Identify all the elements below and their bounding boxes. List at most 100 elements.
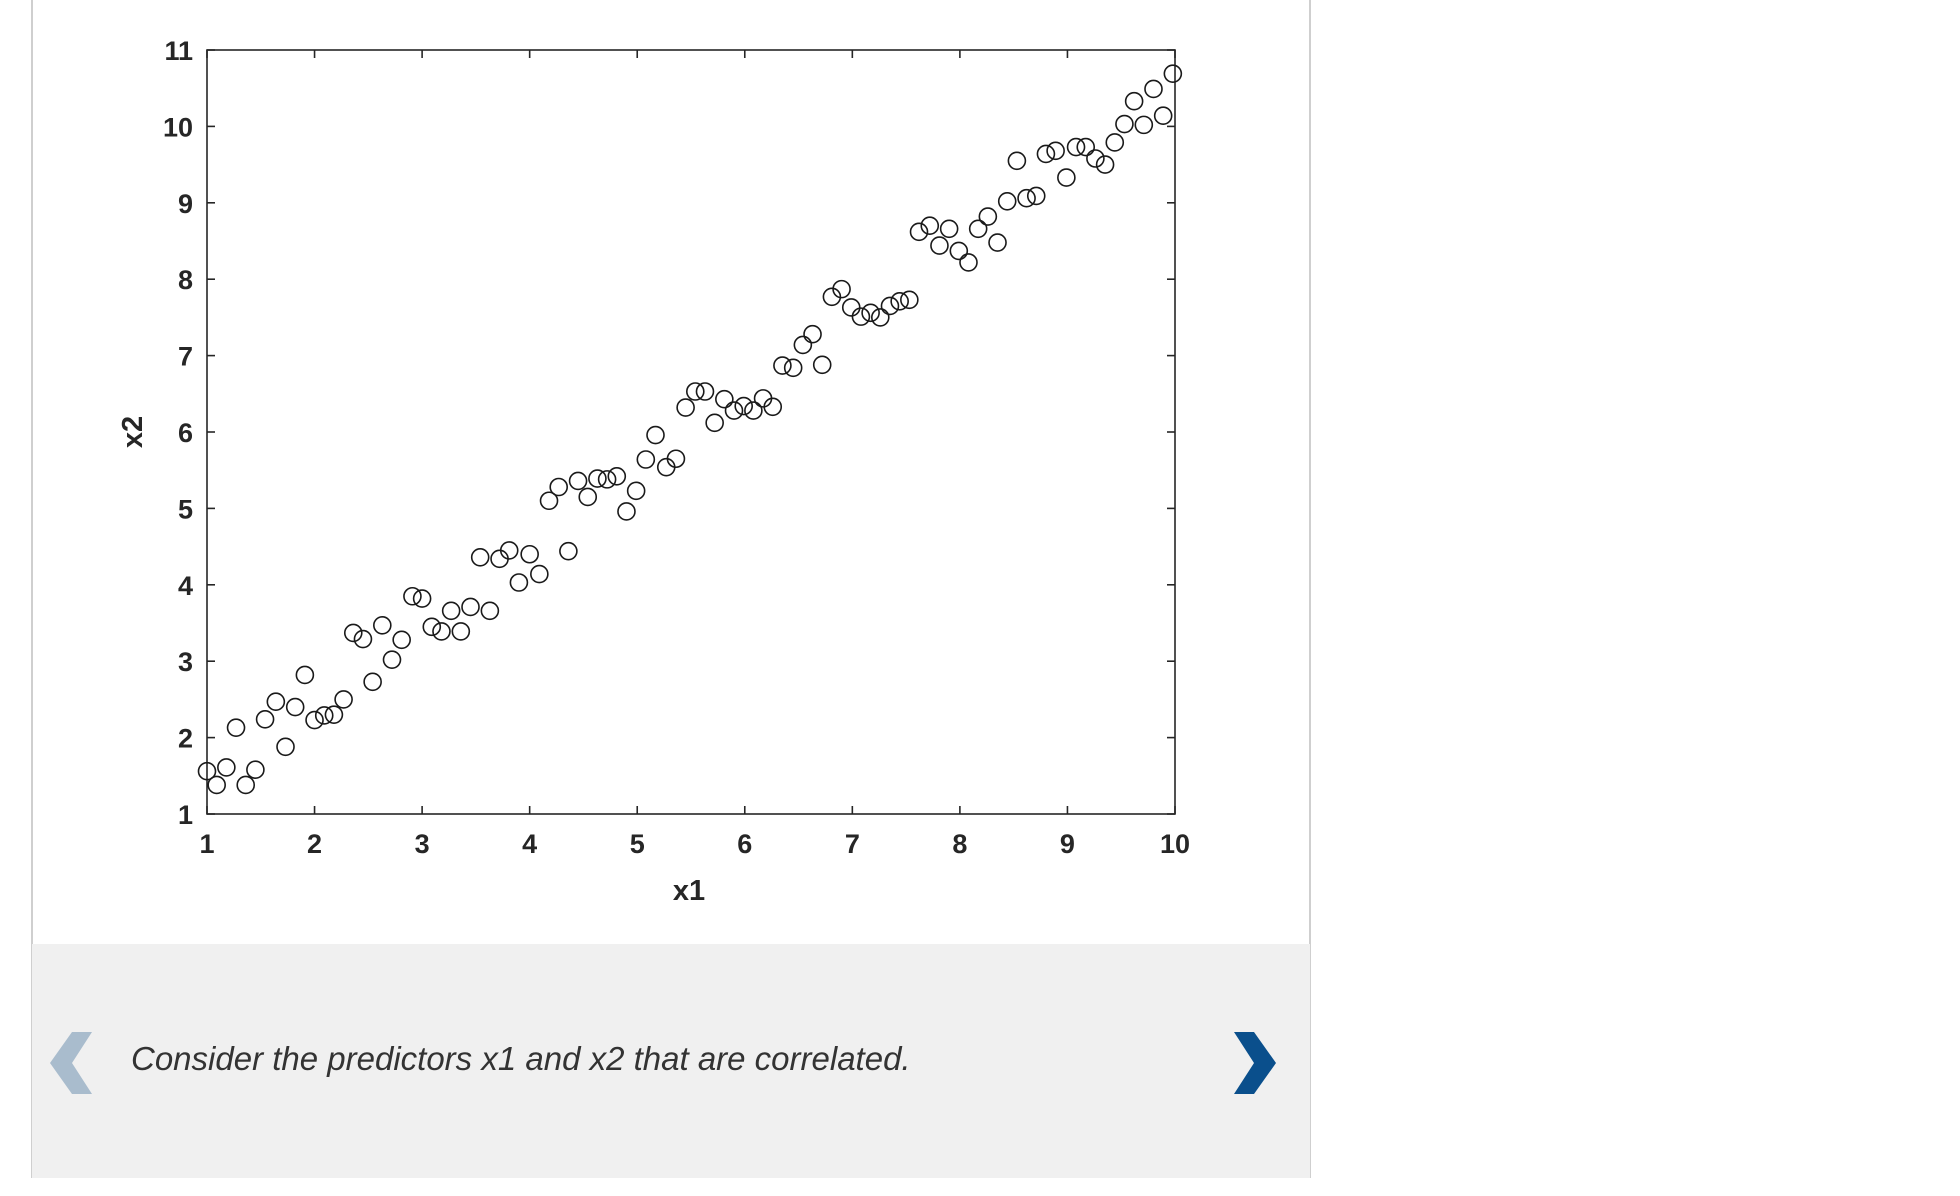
x-tick-label: 10: [1160, 829, 1190, 859]
data-point: [1017, 188, 1036, 208]
data-point: [441, 601, 461, 621]
data-point: [353, 629, 373, 649]
x-tick-labels: 1 2 3 4 5 6 7 8 9 10: [199, 829, 1190, 859]
data-point: [1105, 133, 1125, 152]
data-point: [597, 470, 617, 489]
x-tick-label: 3: [415, 829, 430, 859]
data-point: [539, 491, 559, 511]
data-point: [470, 547, 490, 567]
data-point: [432, 622, 451, 641]
data-point: [509, 573, 529, 592]
y-tick-label: 10: [163, 112, 193, 142]
data-point: [1036, 144, 1056, 164]
data-point: [1086, 149, 1105, 168]
chevron-left-icon: [50, 1032, 92, 1094]
data-point: [403, 586, 422, 606]
data-point: [900, 290, 919, 310]
data-point: [1057, 168, 1076, 187]
data-point: [968, 219, 988, 239]
data-point: [1076, 137, 1096, 157]
y-tick-label: 9: [178, 189, 193, 219]
data-point: [255, 709, 275, 729]
data-point: [363, 672, 382, 692]
data-point: [314, 706, 334, 725]
chevron-right-icon: [1234, 1032, 1276, 1094]
next-button[interactable]: [1222, 1028, 1282, 1098]
data-point: [1124, 91, 1144, 111]
data-point: [773, 356, 792, 375]
data-point: [343, 623, 363, 643]
data-point: [588, 469, 607, 488]
data-point: [930, 236, 949, 255]
data-point: [861, 303, 880, 323]
data-point: [412, 589, 432, 608]
data-point: [217, 758, 236, 777]
data-point: [803, 324, 822, 344]
y-tick-label: 2: [178, 724, 193, 754]
data-point: [1066, 137, 1086, 157]
data-point: [812, 355, 832, 375]
data-point: [793, 335, 813, 355]
data-point: [305, 710, 324, 730]
data-point: [909, 222, 929, 242]
data-point: [1046, 141, 1065, 161]
data-point: [197, 761, 217, 781]
data-point: [880, 296, 900, 316]
data-point: [422, 617, 442, 637]
data-point: [295, 665, 315, 685]
data-points: [197, 64, 1183, 795]
data-point: [695, 382, 715, 401]
data-point: [1134, 115, 1154, 135]
y-axis-label: x2: [117, 416, 149, 448]
caption-bar: [32, 944, 1310, 1178]
data-point: [763, 397, 783, 417]
data-point: [568, 471, 588, 491]
data-point: [559, 541, 578, 561]
data-point: [851, 307, 871, 326]
data-point: [1115, 114, 1134, 134]
scatter-chart: 1 2 3 4 5 6 7 8 9 10 1 2 3 4 5 6 7 8 9 10 11 x1 x2: [117, 36, 1190, 907]
data-point: [226, 718, 246, 737]
y-tick-label: 7: [178, 342, 193, 372]
data-point: [1163, 64, 1183, 83]
question-caption: Consider the predictors x1 and x2 that a…: [131, 1040, 911, 1077]
data-point: [451, 622, 471, 641]
y-tick-label: 5: [178, 494, 193, 524]
data-point: [676, 398, 695, 417]
y-tick-label: 3: [178, 647, 193, 677]
data-point: [392, 630, 411, 650]
data-point: [646, 425, 665, 445]
data-point: [1026, 186, 1046, 206]
data-point: [724, 401, 744, 420]
data-point: [734, 396, 754, 416]
data-point: [461, 597, 480, 617]
data-point: [626, 481, 646, 501]
x-tick-label: 9: [1060, 829, 1075, 859]
y-tick-labels: 1 2 3 4 5 6 7 8 9 10 11: [163, 36, 193, 830]
data-point: [705, 413, 724, 433]
y-tick-label: 6: [178, 418, 193, 448]
x-tick-label: 1: [199, 829, 214, 859]
x-tick-label: 5: [630, 829, 645, 859]
data-point: [978, 207, 998, 226]
data-point: [783, 358, 803, 378]
data-point: [988, 233, 1007, 252]
previous-button[interactable]: [44, 1028, 104, 1098]
y-tick-label: 11: [164, 36, 193, 66]
data-point: [715, 389, 734, 409]
data-point: [744, 401, 763, 420]
plot-frame: [206, 49, 1176, 815]
data-point: [207, 775, 226, 795]
data-point: [1007, 151, 1027, 171]
data-point: [549, 477, 569, 497]
data-point: [324, 705, 344, 724]
data-point: [920, 216, 940, 236]
data-point: [870, 308, 890, 327]
axis-ticks: [206, 49, 1176, 815]
data-point: [1095, 155, 1115, 174]
data-point: [285, 697, 305, 717]
data-point: [607, 467, 627, 486]
data-point: [266, 692, 286, 711]
data-point: [480, 601, 500, 621]
data-point: [520, 544, 539, 564]
